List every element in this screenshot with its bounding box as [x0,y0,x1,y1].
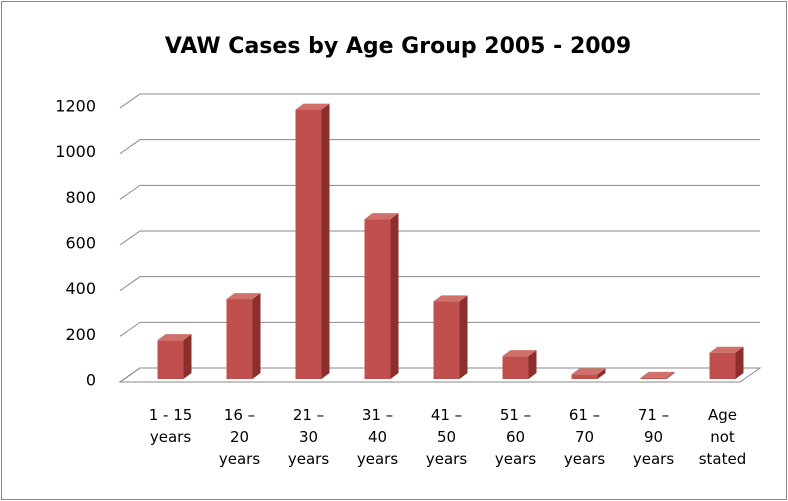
bar [640,371,675,379]
bar-top [295,103,330,110]
bar-front [502,356,529,379]
grid-line [119,367,760,383]
x-tick-label: Age not stated [698,406,747,468]
bar-front [433,301,460,379]
bar [709,346,744,379]
bar [364,213,399,379]
y-tick-label: 1200 [55,97,96,116]
bar-side [183,334,192,379]
bar-top [364,213,399,220]
y-tick-label: 200 [65,325,96,344]
bar-side [735,346,744,379]
bar-side [459,295,468,379]
bar-top [226,293,261,300]
x-tick-label: 41 – 50 years [425,406,468,468]
y-tick-label: 1000 [55,142,96,161]
grid-line [119,184,760,200]
bar [433,295,468,379]
bar-front [571,374,598,379]
x-tick-label: 1 - 15 years [148,406,193,446]
chart-title: VAW Cases by Age Group 2005 - 2009 [165,34,631,59]
bar-top [571,368,606,375]
x-tick-label: 21 – 30 years [287,406,330,468]
bar-front [709,352,736,379]
x-tick-label: 61 – 70 years [563,406,606,468]
grid-line [119,321,760,337]
x-tick-label: 16 – 20 years [218,406,261,468]
bar-top [157,334,192,341]
bar-side [528,350,537,379]
grid-line [119,139,760,155]
bar [571,368,606,379]
x-tick-label: 71 – 90 years [632,406,675,468]
bar-top [709,346,744,353]
bar-side [390,213,399,379]
bar [502,350,537,379]
bar-front [226,299,253,379]
y-tick-label: 400 [65,279,96,298]
grid-line [119,276,760,292]
y-tick-label: 0 [86,371,96,390]
grid-line [119,230,760,246]
bar-side [597,368,606,379]
bar-top [640,371,675,378]
x-tick-label: 51 – 60 years [494,406,537,468]
bar-side [666,371,675,379]
bar-front [295,109,322,380]
bar [226,293,261,379]
grid-line [119,93,760,109]
bar-front [640,377,667,379]
x-tick-label: 31 – 40 years [356,406,399,468]
bar-top [502,350,537,357]
bar-top [433,295,468,302]
bar-side [252,293,261,379]
bar-front [364,219,391,379]
y-tick-label: 600 [65,234,96,253]
bar [295,103,330,380]
bar [157,334,192,379]
bar-front [157,340,184,379]
y-tick-label: 800 [65,188,96,207]
bar-side [321,103,330,380]
